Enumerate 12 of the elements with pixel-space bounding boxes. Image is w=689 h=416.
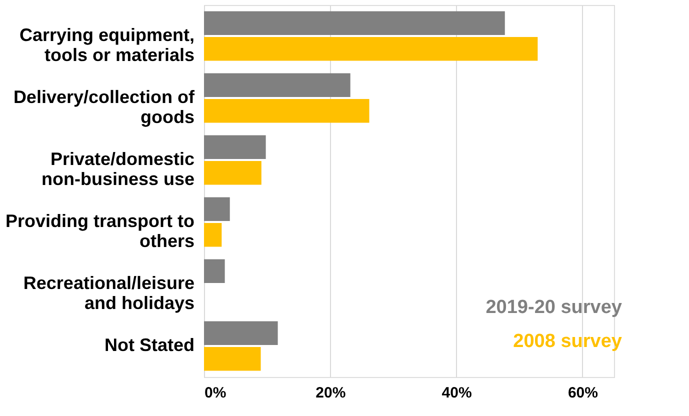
x-tick-label: 40% [442, 384, 472, 402]
y-tick-label: Providing transport to others [6, 211, 195, 251]
y-tick-label: Recreational/leisure and holidays [23, 273, 194, 313]
y-tick-label: Carrying equipment, tools or materials [19, 25, 194, 65]
y-tick-label: Private/domestic non-business use [41, 149, 194, 189]
x-tick-label: 20% [316, 384, 346, 402]
y-tick-label: Delivery/collection of goods [13, 87, 196, 127]
text: 2008 survey [513, 331, 622, 352]
text: 2019-20 survey [486, 297, 622, 318]
x-tick-label: 60% [568, 384, 598, 402]
x-tick-label: 0% [204, 384, 226, 402]
y-tick-label: Not Stated [104, 335, 194, 355]
